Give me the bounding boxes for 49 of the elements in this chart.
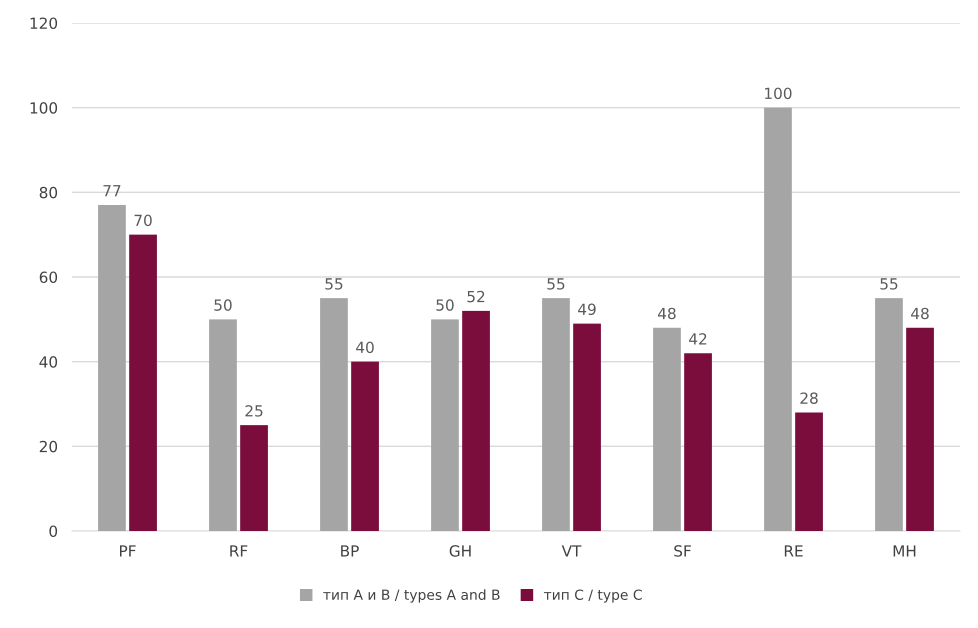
y-tick-label: 0 [49, 525, 58, 538]
y-tick-label: 100 [30, 102, 58, 114]
data-label: 50 [214, 299, 232, 311]
data-label: 100 [765, 88, 792, 100]
data-label: 55 [547, 278, 564, 290]
bar [573, 324, 601, 531]
bar [98, 205, 126, 531]
x-tick-label: MH [894, 545, 916, 556]
bar [542, 298, 570, 531]
data-label: 52 [468, 290, 484, 302]
data-label: 25 [245, 405, 262, 417]
y-tick-label: 20 [40, 440, 58, 452]
data-label: 77 [103, 185, 120, 196]
data-label: 49 [578, 303, 596, 316]
y-tick-label: 60 [40, 271, 58, 284]
bar [240, 425, 268, 531]
data-label: 48 [658, 308, 676, 320]
data-label: 55 [325, 278, 342, 290]
data-label: 70 [134, 214, 152, 226]
y-tick-label: 80 [40, 186, 58, 198]
x-tick-label: SF [674, 545, 691, 557]
data-label: 28 [800, 392, 818, 404]
data-label: 42 [689, 333, 706, 344]
legend-label: тип C / type C [544, 589, 642, 603]
data-label: 50 [436, 299, 454, 311]
data-label: 48 [911, 308, 929, 320]
x-tick-label: RF [230, 545, 248, 556]
bar [906, 328, 934, 531]
bar [653, 328, 681, 531]
bar [684, 353, 712, 531]
x-tick-label: VT [562, 545, 582, 556]
bar [320, 298, 348, 531]
bar [795, 412, 823, 531]
bar [129, 234, 157, 531]
x-tick-label: BP [341, 545, 359, 556]
bar [462, 310, 490, 531]
data-label: 55 [880, 278, 898, 290]
x-tick-label: GH [450, 545, 471, 557]
bar [764, 108, 792, 531]
bar [875, 298, 903, 531]
bar [431, 319, 459, 531]
data-label: 40 [356, 342, 374, 354]
x-tick-label: PF [120, 545, 136, 556]
legend-label: тип A и B / types A and B [323, 589, 500, 603]
x-tick-label: RE [784, 545, 803, 556]
y-tick-label: 40 [39, 356, 58, 368]
bar [209, 319, 237, 531]
y-tick-label: 120 [30, 17, 58, 30]
bar [351, 362, 379, 531]
